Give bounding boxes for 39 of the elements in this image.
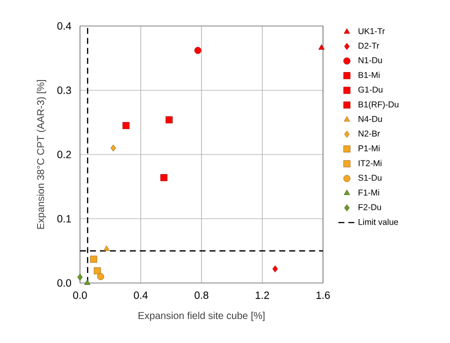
x-axis-title: Expansion field site cube [%] (138, 312, 264, 322)
x-tick-label: 1.6 (316, 292, 330, 299)
point (122, 122, 130, 130)
point (160, 174, 168, 182)
legend-label: N1-Du (358, 57, 382, 64)
x-tick-label: 0.4 (134, 292, 148, 299)
y-tick-label: 0.0 (57, 279, 72, 287)
y-tick-label: 0.3 (57, 86, 72, 94)
point (272, 265, 278, 272)
legend-label: B1(RF)-Du (358, 101, 398, 110)
legend-label: B1-Mi (358, 72, 380, 78)
legend-label: S1-Du (358, 174, 382, 181)
legend-label: P1-Mi (358, 145, 380, 152)
x-tick-label: 1.2 (256, 292, 269, 299)
y-axis-title: Expansion 38°C CPT (AAR-3) [%] (36, 80, 46, 229)
x-tick-label: 0.0 (73, 292, 87, 299)
legend-label: Limit value (358, 218, 398, 225)
legend-label: IT2-Mi (358, 160, 382, 166)
legend-label: UK1-Tr (358, 28, 385, 34)
y-tick-label: 0.1 (57, 215, 71, 222)
legend-label: F2-Du (358, 204, 381, 210)
point (104, 245, 110, 251)
point (90, 256, 98, 263)
point (84, 280, 90, 285)
legend-label: N2-Br (358, 130, 380, 136)
y-tick-label: 0.2 (57, 150, 71, 158)
legend-label: N4-Du (358, 116, 382, 122)
legend-label: F1-Mi (358, 189, 380, 196)
point (194, 46, 202, 54)
point (94, 267, 101, 274)
legend-label: G1-Du (358, 86, 382, 93)
x-tick-label: 0.8 (194, 292, 208, 299)
point (166, 116, 173, 124)
y-tick-label: 0.4 (57, 22, 72, 30)
point (318, 44, 325, 50)
point (77, 274, 83, 281)
point (110, 144, 116, 152)
point (97, 273, 104, 280)
legend-label: D2-Tr (358, 42, 380, 49)
